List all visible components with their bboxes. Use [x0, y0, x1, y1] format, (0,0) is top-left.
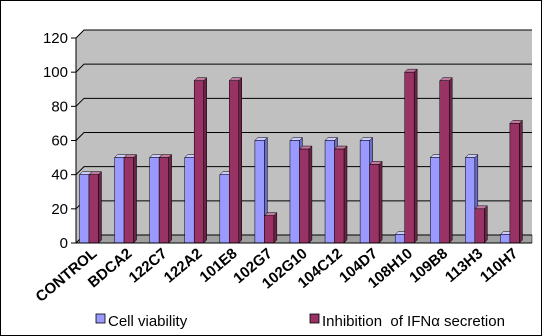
x-category-label: 122C7 [126, 245, 171, 286]
bar-cell-viability [324, 140, 335, 244]
bar-cell-viability [79, 174, 90, 244]
bar-side [413, 68, 418, 244]
bar-ifn-inhibition [404, 71, 415, 244]
bar-cell-viability [430, 157, 440, 244]
bar-side [133, 153, 137, 244]
bar-side [273, 212, 278, 244]
y-tick-label: 20 [51, 201, 68, 218]
bar-cell-viability [394, 234, 405, 244]
bar-cell-viability [114, 157, 125, 244]
y-tick-label: 80 [51, 98, 68, 115]
bar-cell-viability [184, 157, 195, 244]
legend-label: Inhibition of IFNα secretion [322, 313, 505, 330]
gridline [75, 132, 532, 141]
bar-side [484, 205, 488, 244]
y-tick-label: 60 [51, 133, 68, 150]
x-category-label: 109B8 [406, 245, 451, 286]
bar-cell-viability [254, 140, 265, 244]
bar-ifn-inhibition [123, 157, 134, 244]
bar-side [203, 77, 207, 244]
bar-side [98, 171, 102, 244]
bar-cell-viability [289, 140, 300, 244]
y-tick-label: 0 [60, 235, 68, 252]
y-tick-label: 120 [43, 30, 68, 47]
bar-side [168, 153, 172, 244]
x-category-label: 122A2 [161, 245, 206, 286]
bar-ifn-inhibition [193, 80, 204, 244]
bar-ifn-inhibition [88, 174, 99, 244]
bar-ifn-inhibition [229, 80, 240, 244]
y-tick-label: 40 [51, 167, 68, 184]
x-category-label: 113H3 [442, 245, 486, 286]
gridline [75, 97, 532, 107]
bar-ifn-inhibition [158, 157, 169, 244]
bar-ifn-inhibition [509, 123, 520, 244]
bar-ifn-inhibition [369, 164, 380, 244]
bar-side [343, 145, 348, 244]
bar-cell-viability [359, 140, 370, 244]
bar-side [238, 77, 243, 244]
y-tick-label: 100 [43, 64, 68, 81]
gridline [75, 29, 532, 39]
bar-cell-viability [500, 234, 511, 244]
bar-cell-viability [465, 157, 476, 244]
bar-cell-viability [149, 157, 160, 244]
bar-side [448, 77, 453, 244]
bar-ifn-inhibition [264, 215, 275, 244]
legend-label: Cell viability [108, 313, 188, 330]
legend-swatch [95, 313, 106, 324]
legend-swatch [309, 313, 320, 324]
gridline [75, 166, 532, 176]
bar-side [378, 160, 383, 244]
bar-ifn-inhibition [439, 80, 450, 244]
bar-ifn-inhibition [474, 208, 485, 244]
bar-side [519, 119, 523, 244]
bar-ifn-inhibition [299, 148, 310, 244]
bar-ifn-inhibition [334, 148, 345, 244]
bar-cell-viability [219, 174, 230, 244]
x-category-label: 110H7 [477, 245, 521, 286]
bar-side [308, 145, 313, 244]
gridline [75, 63, 532, 73]
